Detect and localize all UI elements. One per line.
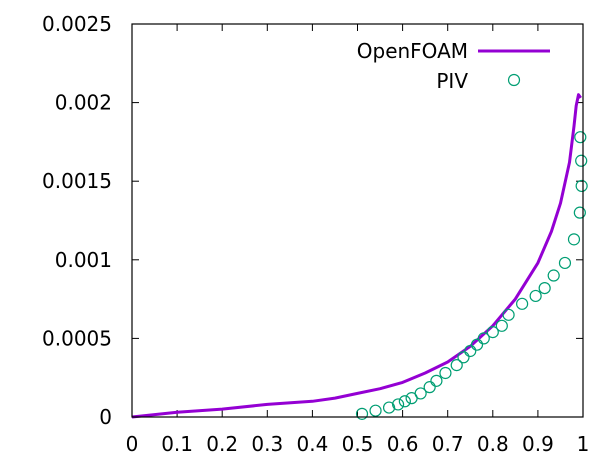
piv-point [369,404,382,417]
x-tick-label: 0.6 [387,432,419,456]
y-tick-labels: 0 0.0005 0.001 0.0015 0.002 0.0025 [42,12,112,429]
y-tick-label: 0.002 [55,91,112,115]
piv-point [391,398,405,411]
x-tick-labels: 0 0.1 0.2 0.3 0.4 0.5 0.6 0.7 0.8 0.9 1 [126,432,590,456]
y-tick-label: 0 [99,405,112,429]
legend: OpenFOAM PIV [357,39,550,93]
piv-point [575,179,588,193]
series-layer [131,93,588,420]
piv-point [414,387,427,400]
piv-point [470,338,484,351]
piv-point [516,297,529,310]
piv-point [574,131,587,144]
piv-point [355,407,369,420]
y-tick-label: 0.0025 [42,12,112,36]
y-tick-label: 0.0005 [42,326,112,350]
piv-point [382,401,396,414]
piv-point [464,344,477,358]
piv-point [430,374,443,387]
piv-point [529,289,542,303]
axis-ticks [131,23,584,418]
legend-marker-piv [507,73,521,87]
piv-point [558,256,572,270]
piv-point [495,319,508,332]
piv-point [538,281,551,295]
piv-point [398,395,411,408]
piv-point [573,206,586,219]
series-line-openfoam [131,93,582,419]
x-tick-label: 0.2 [206,432,238,456]
piv-point [423,381,436,394]
piv-point [567,233,581,246]
piv-point [547,269,560,282]
x-tick-label: 0.1 [161,432,193,456]
x-tick-label: 0.3 [251,432,283,456]
piv-point [575,154,588,167]
piv-point [477,332,490,345]
x-tick-label: 0.5 [342,432,374,456]
x-tick-label: 0.8 [477,432,509,456]
piv-point [457,351,470,364]
legend-label-openfoam: OpenFOAM [357,39,468,63]
x-tick-label: 0 [126,432,139,456]
y-tick-label: 0.001 [55,248,112,272]
x-tick-label: 0.4 [296,432,328,456]
x-tick-label: 1 [577,432,590,456]
piv-point [450,359,463,372]
piv-point [486,326,499,339]
plot-frame [131,23,584,418]
piv-point [439,366,452,380]
y-tick-label: 0.0015 [42,169,112,193]
x-tick-label: 0.9 [522,432,554,456]
x-tick-label: 0.7 [432,432,464,456]
legend-label-piv: PIV [436,69,468,93]
piv-point [502,308,515,321]
